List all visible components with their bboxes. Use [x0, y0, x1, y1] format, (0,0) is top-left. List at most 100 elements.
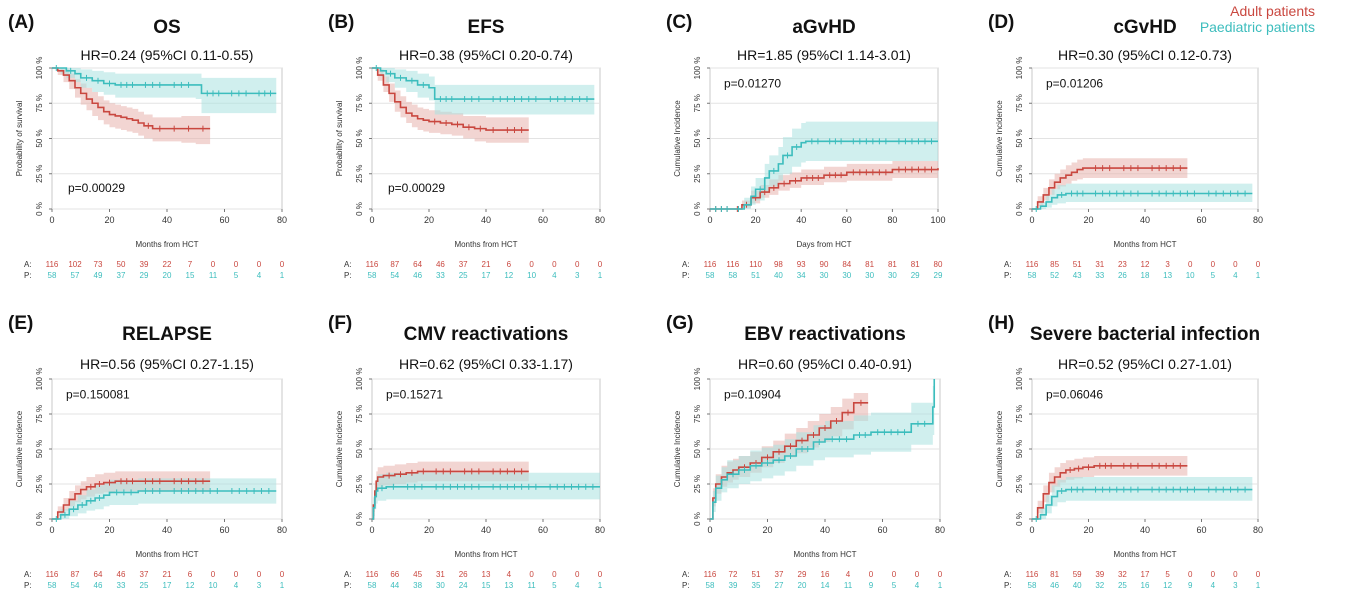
x-axis-label: Months from HCT	[135, 240, 198, 249]
risk-table-adult-value: 116	[46, 570, 59, 579]
ci-band-paediatric	[1032, 477, 1253, 519]
y-tick-label: 100 %	[355, 368, 364, 391]
risk-table-adult-value: 0	[869, 570, 874, 579]
hazard-ratio: HR=0.56 (95%CI 0.27-1.15)	[80, 356, 254, 372]
curve-paediatric	[1032, 192, 1253, 210]
panel-8: (H) Severe bacterial infection HR=0.52 (95…	[986, 307, 1326, 597]
risk-table-paediatric-value: 14	[821, 581, 830, 590]
risk-table-adult-value: 85	[1050, 260, 1059, 269]
risk-table-paediatric-value: 57	[71, 271, 80, 280]
y-axis-label: Probability of survival	[15, 100, 24, 176]
x-tick-label: 0	[369, 215, 374, 225]
risk-table-paediatric-value: 58	[368, 581, 377, 590]
risk-table-adult-value: 116	[366, 260, 379, 269]
risk-table-paediatric-value: 49	[94, 271, 103, 280]
y-tick-label: 75 %	[693, 405, 702, 423]
y-tick-label: 100 %	[35, 57, 44, 80]
x-axis-label: Days from HCT	[796, 240, 851, 249]
risk-table-label-P: P:	[344, 271, 352, 280]
risk-table-paediatric-value: 5	[552, 581, 557, 590]
risk-table-paediatric-value: 10	[1186, 271, 1195, 280]
curve-paediatric	[1032, 488, 1253, 520]
risk-table-paediatric-value: 58	[706, 271, 715, 280]
x-tick-label: 60	[877, 525, 887, 535]
y-tick-label: 25 %	[693, 165, 702, 183]
risk-table-paediatric-value: 4	[575, 581, 580, 590]
x-tick-label: 0	[707, 525, 712, 535]
risk-table-paediatric-value: 15	[482, 581, 491, 590]
risk-table-adult-value: 116	[1026, 570, 1039, 579]
x-tick-label: 60	[219, 215, 229, 225]
x-axis-label: Months from HCT	[454, 550, 517, 559]
x-tick-label: 60	[1196, 525, 1206, 535]
risk-table-paediatric-value: 9	[869, 581, 874, 590]
risk-table-adult-value: 98	[774, 260, 783, 269]
risk-table-adult-value: 22	[163, 260, 172, 269]
x-tick-label: 60	[219, 525, 229, 535]
risk-table-adult-value: 0	[1211, 260, 1216, 269]
risk-table-adult-value: 0	[1211, 570, 1216, 579]
risk-table-adult-value: 80	[934, 260, 943, 269]
curve-adult	[1032, 167, 1188, 210]
risk-table-paediatric-value: 16	[1141, 581, 1150, 590]
hazard-ratio: HR=0.52 (95%CI 0.27-1.01)	[1058, 356, 1232, 372]
hazard-ratio: HR=0.24 (95%CI 0.11-0.55)	[81, 47, 254, 63]
risk-table-paediatric-value: 25	[1118, 581, 1127, 590]
ci-band-paediatric	[1032, 183, 1253, 209]
risk-table-adult-value: 110	[749, 260, 762, 269]
x-tick-label: 40	[162, 215, 172, 225]
risk-table-label-A: A:	[24, 570, 32, 579]
risk-table-adult-value: 116	[704, 260, 717, 269]
x-tick-label: 60	[538, 215, 548, 225]
risk-table-paediatric-value: 11	[209, 271, 218, 280]
x-tick-label: 20	[424, 525, 434, 535]
risk-table-adult-value: 50	[117, 260, 126, 269]
hazard-ratio: HR=0.38 (95%CI 0.20-0.74)	[399, 47, 573, 63]
risk-table-adult-value: 0	[1188, 260, 1193, 269]
risk-table-adult-value: 116	[366, 570, 379, 579]
risk-table-adult-value: 0	[1233, 570, 1238, 579]
y-axis-label: Cumulative Incidence	[15, 410, 24, 487]
p-value: p=0.00029	[388, 181, 445, 195]
x-tick-label: 0	[49, 215, 54, 225]
y-axis-label: Cumulative Incidence	[673, 410, 682, 487]
risk-table-adult-value: 116	[704, 570, 717, 579]
risk-table-paediatric-value: 46	[413, 271, 422, 280]
y-tick-label: 25 %	[35, 475, 44, 493]
y-tick-label: 0 %	[1015, 512, 1024, 526]
risk-table-paediatric-value: 54	[390, 271, 399, 280]
y-tick-label: 0 %	[355, 202, 364, 216]
risk-table-paediatric-value: 29	[140, 271, 149, 280]
risk-table-adult-value: 26	[459, 570, 468, 579]
chart-svg: (F) CMV reactivations HR=0.62 (95%CI 0.33-…	[328, 313, 605, 590]
risk-table-paediatric-value: 1	[1256, 581, 1261, 590]
risk-table-adult-value: 64	[413, 260, 422, 269]
p-value: p=0.01270	[724, 77, 781, 91]
risk-table-adult-value: 46	[117, 570, 126, 579]
y-tick-label: 100 %	[1015, 57, 1024, 80]
risk-table-label-A: A:	[344, 570, 352, 579]
risk-table-paediatric-value: 17	[482, 271, 491, 280]
risk-table-paediatric-value: 18	[1141, 271, 1150, 280]
risk-table-paediatric-value: 4	[1211, 581, 1216, 590]
hazard-ratio: HR=0.62 (95%CI 0.33-1.17)	[399, 356, 573, 372]
x-axis-label: Months from HCT	[1113, 550, 1176, 559]
y-tick-label: 75 %	[35, 405, 44, 423]
risk-table-adult-value: 21	[482, 260, 491, 269]
risk-table-paediatric-value: 46	[1050, 581, 1059, 590]
y-tick-label: 25 %	[1015, 165, 1024, 183]
ci-band-paediatric	[710, 121, 938, 209]
risk-table-adult-value: 3	[1165, 260, 1170, 269]
risk-table-paediatric-value: 13	[504, 581, 513, 590]
curve-paediatric	[372, 67, 595, 100]
risk-table-paediatric-value: 58	[1028, 271, 1037, 280]
risk-table-paediatric-value: 58	[368, 271, 377, 280]
risk-table-adult-value: 0	[552, 260, 557, 269]
risk-table-paediatric-value: 11	[527, 581, 536, 590]
risk-table-label-A: A:	[1004, 260, 1012, 269]
risk-table-paediatric-value: 3	[257, 581, 262, 590]
risk-table-adult-value: 21	[163, 570, 172, 579]
x-tick-label: 40	[162, 525, 172, 535]
x-axis-label: Months from HCT	[1113, 240, 1176, 249]
risk-table-adult-value: 116	[1026, 260, 1039, 269]
